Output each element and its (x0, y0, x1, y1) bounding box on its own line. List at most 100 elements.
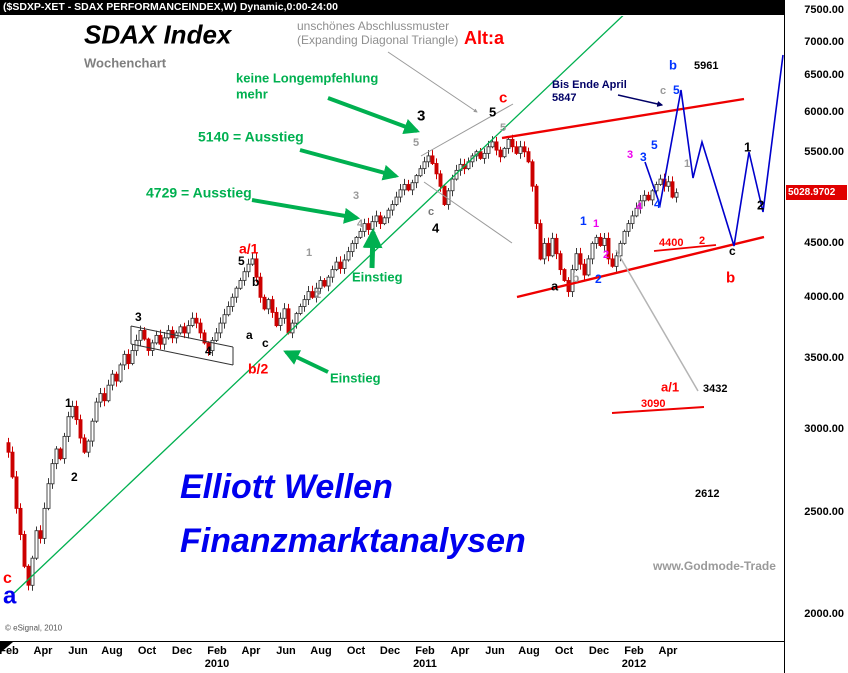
candle (482, 152, 487, 159)
candle (374, 215, 379, 223)
candle (638, 200, 643, 209)
target-3090: 3090 (641, 398, 665, 410)
price-axis[interactable]: 7500.007000.006500.006000.005500.005000.… (784, 0, 848, 673)
candle (622, 230, 627, 244)
candle (630, 215, 635, 225)
candle (490, 141, 495, 148)
candle (70, 405, 75, 418)
candle (586, 258, 591, 276)
candle (538, 223, 543, 260)
wave-2-blue-2012: 2 (595, 272, 602, 286)
candle (14, 476, 19, 509)
candle (422, 161, 427, 170)
candle (42, 507, 47, 539)
window-titlebar: ($SDXP-XET - SDAX PERFORMANCEINDEX,W) Dy… (0, 0, 784, 15)
candle (318, 280, 323, 289)
candle (390, 204, 395, 211)
x-axis-month-label: Oct (346, 645, 366, 657)
wave-a1-target: a/1 (661, 380, 679, 395)
candle (90, 420, 95, 442)
candle (246, 263, 251, 273)
candle (262, 296, 267, 310)
bis-ende-april: Bis Ende April 5847 (552, 79, 627, 104)
candle (502, 147, 507, 158)
wave-2-2009: 2 (71, 470, 78, 484)
wave-5-2010: 5 (238, 254, 245, 268)
candle (658, 178, 663, 185)
y-axis-label: 4500.00 (804, 237, 844, 249)
titlebar-text: ($SDXP-XET - SDAX PERFORMANCEINDEX,W) Dy… (3, 1, 338, 13)
green-arrow-einstieg1 (362, 228, 383, 269)
candle (554, 237, 559, 255)
candle (334, 261, 339, 271)
candle (530, 161, 535, 187)
gray-triangle-lower (423, 181, 513, 244)
candle (254, 258, 259, 278)
candle (302, 299, 307, 307)
candle (654, 184, 659, 192)
wave-5-2011: 5 (489, 105, 496, 120)
candle (22, 534, 27, 567)
sdax-heading: SDAX Index (84, 19, 233, 49)
time-axis[interactable]: Feb Apr Jun Aug Oct Dec Feb Apr Jun Aug Oct Dec Feb A… (0, 641, 784, 673)
candle (158, 334, 163, 345)
level-2612: 2612 (695, 488, 719, 500)
candle (590, 242, 595, 260)
candle (346, 251, 351, 261)
candle (414, 175, 419, 184)
candle (98, 393, 103, 403)
candle (314, 287, 319, 298)
candle (206, 342, 211, 351)
wave-4-blue-2012: 4 (654, 197, 661, 211)
wave-5-blue-2012: 5 (651, 138, 658, 152)
x-axis-month-label: Jun (276, 645, 296, 657)
candle (46, 483, 51, 509)
chart-plot-area[interactable]: SDAX Index Wochenchart unschönes Abschluss… (0, 16, 784, 641)
x-axis-month-label: Apr (658, 645, 678, 657)
candle (286, 308, 291, 334)
wave-4-2010: 4 (205, 344, 212, 358)
sub-4-gray: 4 (357, 218, 364, 230)
candle (674, 192, 679, 198)
candle (102, 393, 107, 402)
candle (202, 332, 207, 344)
wave-c-red-2009: c (3, 570, 12, 587)
candle (282, 308, 287, 319)
candle (10, 451, 15, 478)
candle (118, 364, 123, 382)
candle (350, 242, 355, 253)
sub-5-gray: 5 (413, 137, 419, 149)
candle (310, 291, 315, 298)
x-axis-month-label: Dec (379, 645, 401, 657)
candle (578, 253, 583, 265)
sub-3-gray: 3 (353, 190, 359, 202)
candle (606, 237, 611, 260)
wave-b-blue-top: b (669, 58, 677, 73)
candle (514, 146, 519, 154)
candle (602, 237, 607, 246)
candle (114, 373, 119, 382)
candle (546, 242, 551, 257)
candle (78, 419, 83, 439)
candle (298, 306, 303, 314)
wave-c-red-top: c (499, 89, 507, 106)
y-axis-label: 7000.00 (804, 36, 844, 48)
candle (526, 151, 531, 163)
x-axis-month-label: Jun (485, 645, 505, 657)
wave-3-magenta-2012: 3 (627, 149, 633, 161)
candle (542, 242, 547, 260)
candle (410, 182, 415, 191)
wave-c-2010: c (262, 336, 269, 350)
wave-a1-red-2010: a/1 (239, 240, 259, 256)
watermark-line2: Finanzmarktanalysen (180, 522, 526, 560)
candle (138, 329, 143, 341)
candle (358, 230, 363, 238)
annotation-texts: SDAX Index Wochenchart unschönes Abschluss… (3, 19, 776, 633)
candle (238, 280, 243, 289)
navy-target-arrow (617, 94, 664, 107)
einstieg-2: Einstieg (330, 371, 381, 386)
wochenchart-label: Wochenchart (84, 56, 167, 71)
candle (234, 287, 239, 298)
x-axis-month-label: Apr (450, 645, 470, 657)
candle (278, 317, 283, 326)
